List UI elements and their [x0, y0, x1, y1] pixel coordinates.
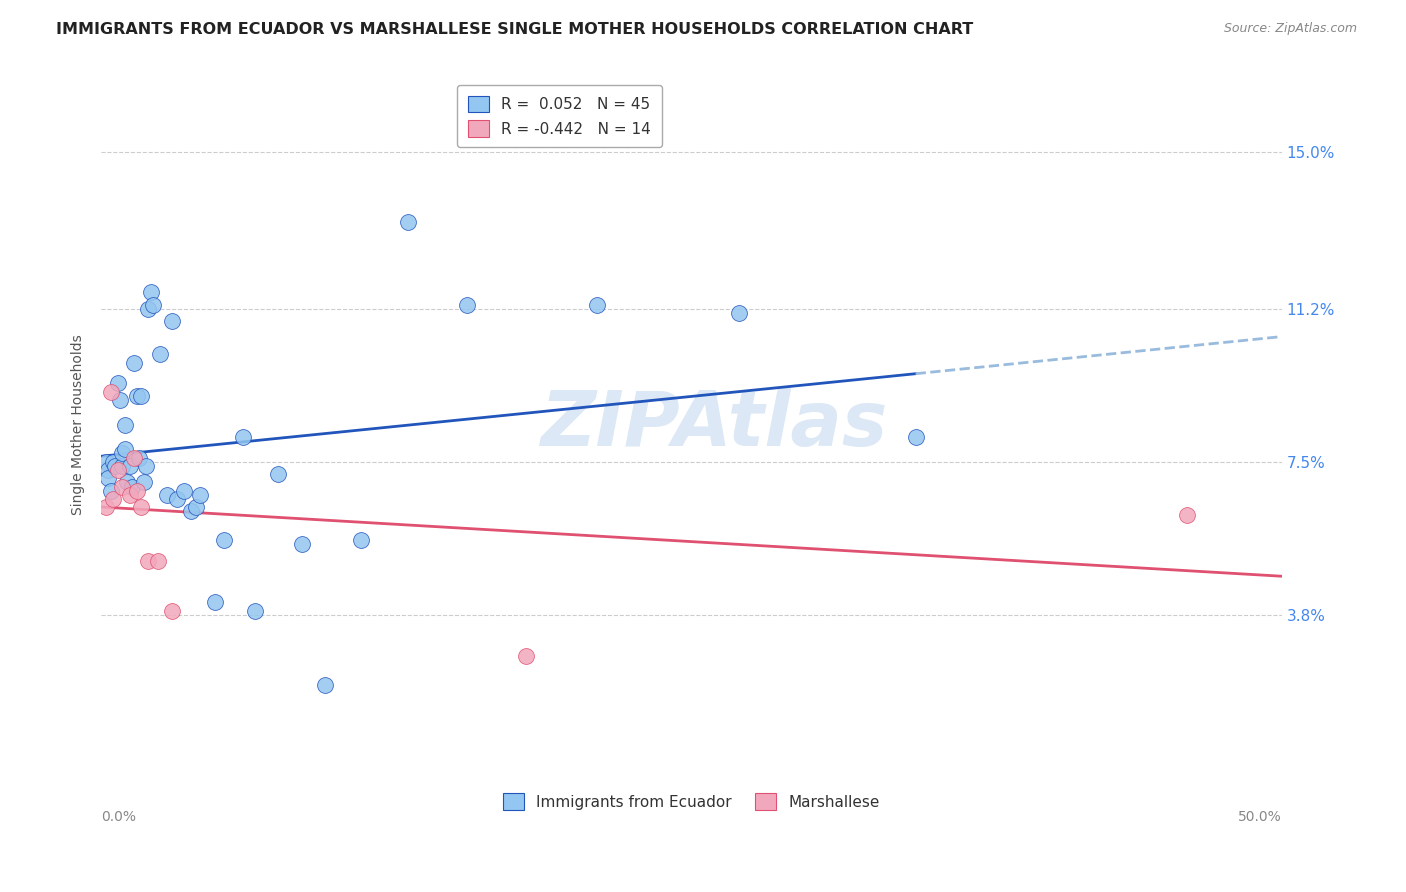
Point: [94, 455, 117, 469]
Point: [114, 442, 136, 457]
Point: [156, 488, 179, 502]
Text: ZIPAtlas: ZIPAtlas: [541, 387, 889, 461]
Point: [1175, 508, 1198, 523]
Point: [111, 446, 134, 460]
Point: [97, 471, 120, 485]
Point: [132, 475, 155, 490]
Legend: Immigrants from Ecuador, Marshallese: Immigrants from Ecuador, Marshallese: [496, 788, 886, 816]
Point: [125, 483, 148, 498]
Point: [904, 430, 927, 444]
Point: [131, 500, 153, 515]
Point: [456, 298, 478, 312]
Point: [122, 355, 145, 369]
Point: [101, 491, 124, 506]
Text: 50.0%: 50.0%: [1237, 810, 1281, 824]
Point: [350, 533, 373, 548]
Point: [160, 603, 183, 617]
Point: [138, 554, 160, 568]
Point: [101, 455, 124, 469]
Text: 0.0%: 0.0%: [101, 810, 136, 824]
Point: [138, 301, 160, 316]
Point: [142, 298, 165, 312]
Point: [114, 417, 136, 432]
Point: [173, 483, 195, 498]
Point: [107, 376, 129, 391]
Point: [267, 467, 290, 482]
Point: [160, 314, 183, 328]
Point: [131, 389, 153, 403]
Point: [100, 483, 122, 498]
Point: [97, 463, 120, 477]
Text: IMMIGRANTS FROM ECUADOR VS MARSHALLESE SINGLE MOTHER HOUSEHOLDS CORRELATION CHAR: IMMIGRANTS FROM ECUADOR VS MARSHALLESE S…: [56, 22, 973, 37]
Text: Source: ZipAtlas.com: Source: ZipAtlas.com: [1223, 22, 1357, 36]
Point: [212, 533, 235, 548]
Point: [515, 648, 537, 663]
Point: [190, 488, 212, 502]
Point: [291, 537, 314, 551]
Point: [107, 463, 129, 477]
Point: [118, 458, 141, 473]
Point: [204, 595, 226, 609]
Point: [243, 603, 266, 617]
Point: [104, 458, 127, 473]
Point: [314, 678, 336, 692]
Point: [121, 479, 143, 493]
Point: [111, 479, 134, 493]
Point: [232, 430, 254, 444]
Point: [180, 504, 202, 518]
Point: [139, 285, 162, 300]
Y-axis label: Single Mother Households: Single Mother Households: [72, 334, 86, 515]
Point: [146, 554, 169, 568]
Point: [118, 488, 141, 502]
Point: [115, 475, 138, 490]
Point: [128, 450, 150, 465]
Point: [135, 458, 157, 473]
Point: [111, 458, 134, 473]
Point: [727, 306, 749, 320]
Point: [100, 384, 122, 399]
Point: [149, 347, 172, 361]
Point: [184, 500, 207, 515]
Point: [94, 500, 117, 515]
Point: [108, 392, 131, 407]
Point: [125, 389, 148, 403]
Point: [166, 491, 188, 506]
Point: [586, 298, 609, 312]
Point: [396, 215, 419, 229]
Point: [122, 450, 145, 465]
